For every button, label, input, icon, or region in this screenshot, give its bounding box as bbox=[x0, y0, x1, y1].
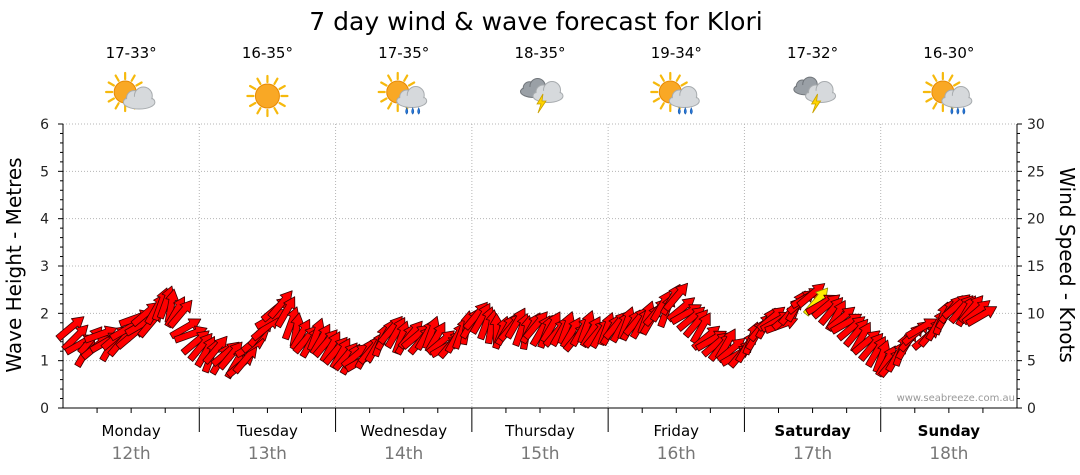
daily-temp-range: 19-34° bbox=[651, 44, 702, 62]
y-right-tick-label: 10 bbox=[1027, 306, 1045, 322]
y-right-tick-label: 25 bbox=[1027, 164, 1045, 180]
axes: 0 1 2 3 4 5 6 0 5 10 15 20 25 30 bbox=[40, 117, 1045, 417]
y-right-tick-label: 5 bbox=[1027, 354, 1036, 370]
thunderstorm-icon bbox=[520, 78, 564, 114]
wind-arrow bbox=[202, 335, 228, 365]
y-left-tick-label: 4 bbox=[40, 212, 49, 228]
wind-arrow bbox=[666, 297, 696, 323]
day-name-label: Wednesday bbox=[360, 422, 447, 440]
grid bbox=[63, 123, 1017, 408]
wind-arrow bbox=[83, 325, 118, 344]
y-right-tick-label: 0 bbox=[1027, 401, 1036, 417]
day-name-label: Saturday bbox=[774, 422, 851, 440]
daily-temp-range: 16-35° bbox=[242, 44, 293, 62]
partly-cloudy-icon bbox=[105, 71, 156, 113]
y-left-tick-label: 0 bbox=[40, 401, 49, 417]
sun-shower-icon bbox=[922, 71, 973, 115]
y-right-tick-label: 20 bbox=[1027, 212, 1045, 228]
wind-arrow bbox=[55, 316, 85, 342]
day-name-label: Thursday bbox=[504, 422, 575, 440]
sunny-icon bbox=[246, 74, 289, 118]
day-date-label: 14th bbox=[384, 444, 423, 464]
y-left-tick-label: 3 bbox=[40, 259, 49, 275]
daily-temp-range: 17-32° bbox=[787, 44, 838, 62]
sun-shower-icon bbox=[377, 71, 428, 115]
wind-arrow bbox=[690, 312, 711, 345]
wind-arrow bbox=[164, 288, 180, 324]
y-right-axis-label: Wind Speed - Knots bbox=[1055, 167, 1079, 363]
y-left-tick-label: 1 bbox=[40, 354, 49, 370]
chart-title: 7 day wind & wave forecast for Klori bbox=[309, 7, 762, 36]
sun-shower-icon bbox=[650, 71, 700, 115]
y-left-tick-label: 5 bbox=[40, 164, 49, 180]
day-name-label: Tuesday bbox=[236, 422, 298, 440]
wind-arrows bbox=[55, 282, 998, 380]
x-axis-days: Monday 12th Tuesday 13th Wednesday 14th Thursd… bbox=[96, 408, 984, 464]
day-name-label: Sunday bbox=[918, 422, 981, 440]
y-right-tick-label: 30 bbox=[1027, 117, 1045, 133]
wind-arrow bbox=[274, 296, 296, 329]
y-right-tick-label: 15 bbox=[1027, 259, 1045, 275]
daily-temp-range: 17-33° bbox=[106, 44, 157, 62]
day-date-label: 12th bbox=[112, 444, 151, 464]
y-left-axis-label: Wave Height - Metres bbox=[2, 157, 26, 372]
daily-temp-range: 17-35° bbox=[378, 44, 429, 62]
storm-partly-cloudy-icon bbox=[793, 76, 837, 114]
day-date-label: 15th bbox=[520, 444, 559, 464]
wind-arrow bbox=[716, 337, 746, 364]
wind-arrow bbox=[167, 299, 193, 329]
day-date-label: 13th bbox=[248, 444, 287, 464]
daily-forecast-row: 17-33° 16-35° 17-35° 18-35° 19-34° 17-32° 16-3… bbox=[105, 44, 974, 118]
day-date-label: 17th bbox=[793, 444, 832, 464]
day-date-label: 16th bbox=[657, 444, 696, 464]
wind-arrow bbox=[965, 306, 998, 327]
y-left-tick-label: 6 bbox=[40, 117, 49, 133]
wind-arrow bbox=[662, 282, 688, 312]
day-name-label: Friday bbox=[654, 422, 700, 440]
daily-temp-range: 16-30° bbox=[923, 44, 974, 62]
day-date-label: 18th bbox=[929, 444, 968, 464]
daily-temp-range: 18-35° bbox=[514, 44, 565, 62]
wind-arrow bbox=[826, 306, 856, 332]
credit-text: www.seabreeze.com.au bbox=[897, 393, 1015, 404]
wind-arrow bbox=[425, 330, 455, 356]
day-name-label: Monday bbox=[102, 422, 161, 440]
wind-arrow bbox=[169, 318, 202, 340]
y-left-tick-label: 2 bbox=[40, 306, 49, 322]
